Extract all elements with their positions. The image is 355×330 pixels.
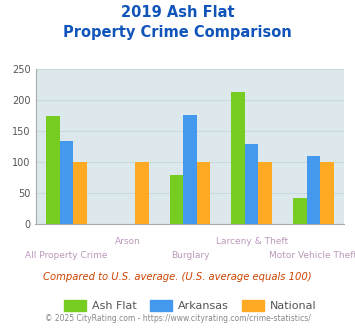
Bar [307, 156, 320, 224]
Bar [135, 162, 148, 224]
Bar [293, 198, 307, 224]
Text: 2019 Ash Flat: 2019 Ash Flat [121, 5, 234, 20]
Text: Motor Vehicle Theft: Motor Vehicle Theft [269, 251, 355, 260]
Text: All Property Crime: All Property Crime [25, 251, 108, 260]
Bar [231, 92, 245, 224]
Text: Larceny & Theft: Larceny & Theft [215, 237, 288, 246]
Text: © 2025 CityRating.com - https://www.cityrating.com/crime-statistics/: © 2025 CityRating.com - https://www.city… [45, 314, 310, 323]
Text: Arson: Arson [115, 237, 141, 246]
Bar [46, 116, 60, 224]
Bar [60, 141, 73, 224]
Text: Property Crime Comparison: Property Crime Comparison [63, 25, 292, 40]
Bar [183, 115, 197, 224]
Bar [73, 162, 87, 224]
Bar [258, 162, 272, 224]
Bar [170, 175, 183, 224]
Text: Compared to U.S. average. (U.S. average equals 100): Compared to U.S. average. (U.S. average … [43, 272, 312, 282]
Bar [320, 162, 334, 224]
Text: Burglary: Burglary [171, 251, 209, 260]
Bar [245, 144, 258, 224]
Bar [197, 162, 210, 224]
Legend: Ash Flat, Arkansas, National: Ash Flat, Arkansas, National [59, 295, 321, 315]
